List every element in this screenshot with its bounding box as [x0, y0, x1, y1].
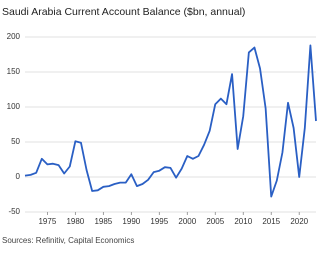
x-tick-label: 2015 — [262, 217, 280, 226]
y-tick-label: 150 — [7, 67, 21, 76]
x-tick-label: 1995 — [150, 217, 168, 226]
y-tick-label: -50 — [8, 207, 20, 216]
x-tick-label: 2000 — [178, 217, 196, 226]
y-tick-label: 200 — [7, 32, 21, 41]
y-tick-label: 100 — [7, 102, 21, 111]
x-tick-label: 1990 — [122, 217, 140, 226]
data-line — [24, 44, 317, 198]
chart-title: Saudi Arabia Current Account Balance ($b… — [2, 6, 245, 18]
x-tick-label: 2020 — [290, 217, 308, 226]
x-tick-label: 2005 — [206, 217, 224, 226]
x-tick-label: 1985 — [94, 217, 112, 226]
source: Sources: Refinitiv, Capital Economics — [2, 236, 134, 245]
x-tick-label: 1980 — [66, 217, 84, 226]
x-tick-label: 1975 — [38, 217, 56, 226]
x-tick-label: 2010 — [234, 217, 252, 226]
y-tick-label: 50 — [11, 137, 20, 146]
y-tick-label: 0 — [16, 172, 21, 181]
